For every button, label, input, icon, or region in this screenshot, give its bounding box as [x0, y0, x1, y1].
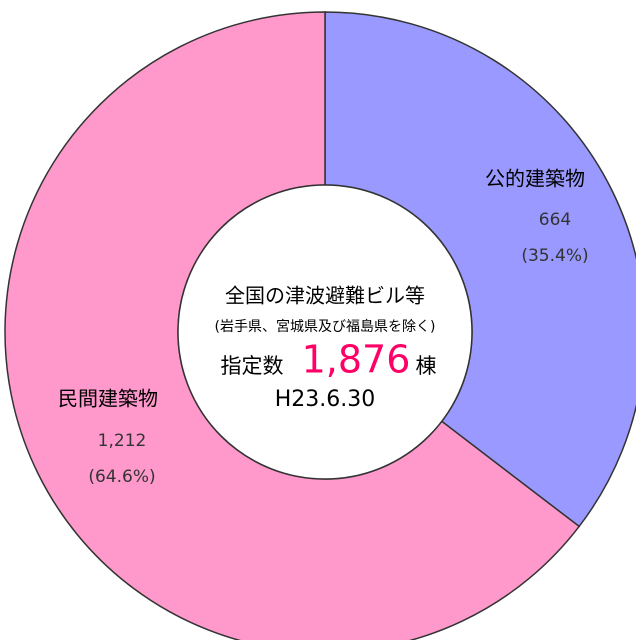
inner-hole — [177, 184, 473, 480]
center-note: (岩手県、宮城県及び福島県を除く) — [215, 319, 436, 335]
slice-label: 民間建築物 — [58, 387, 158, 411]
total-prefix: 指定数 — [221, 354, 284, 378]
total-suffix: 棟 — [416, 354, 437, 378]
percent-label: (64.6%) — [88, 467, 155, 487]
slices — [4, 11, 636, 640]
value-label: 664 — [539, 210, 571, 230]
center-title: 全国の津波避難ビル等 — [225, 284, 425, 308]
slice-label: 公的建築物 — [485, 167, 585, 191]
percent-label: (35.4%) — [521, 246, 588, 266]
value-label: 1,212 — [98, 431, 147, 451]
total: 1,876 — [302, 338, 411, 382]
date: H23.6.30 — [275, 387, 376, 412]
